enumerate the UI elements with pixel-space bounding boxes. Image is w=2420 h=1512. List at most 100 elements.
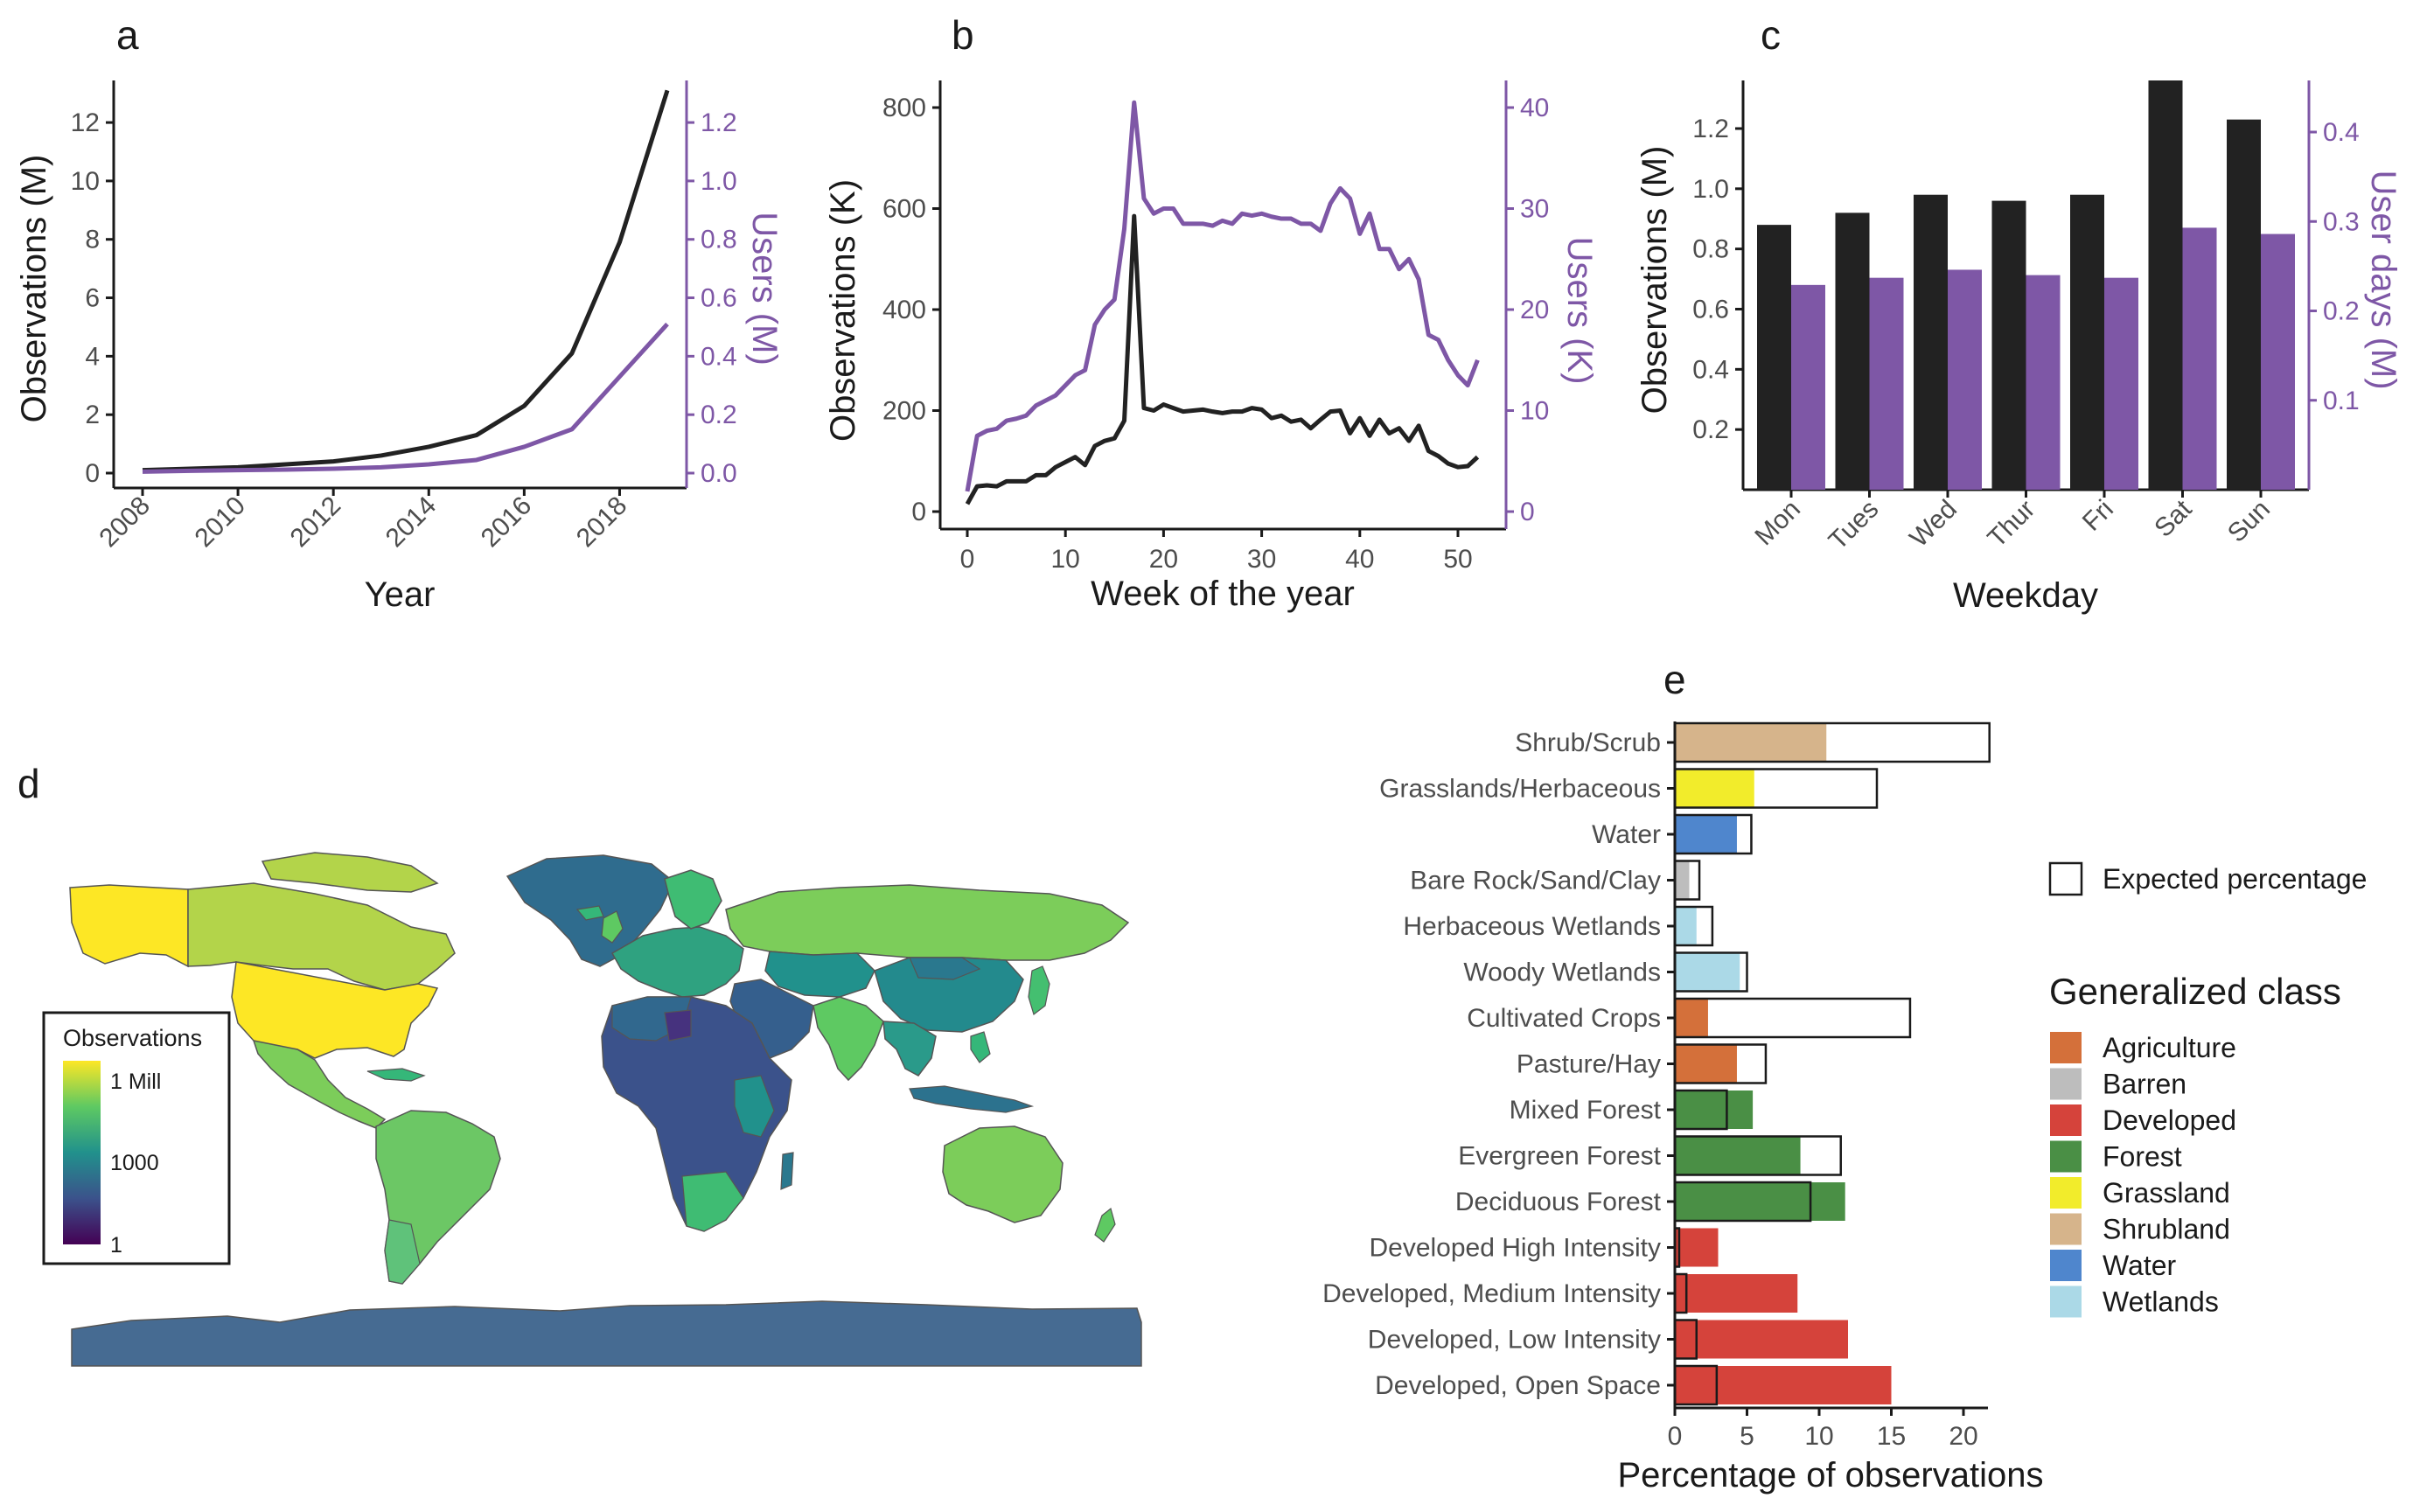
b-xtick-label: 20 [1149, 545, 1178, 574]
c-y2tick-label: 0.2 [2323, 297, 2360, 326]
panel-label-a: a [116, 12, 139, 58]
e-category-label: Herbaceous Wetlands [1403, 912, 1661, 941]
e-bar-observed [1675, 1182, 1845, 1221]
c-bar-observations [2070, 194, 2104, 490]
b-y2tick-label: 10 [1520, 397, 1549, 426]
e-category-label: Grasslands/Herbaceous [1379, 775, 1661, 804]
b-xtick-label: 10 [1051, 545, 1080, 574]
map-legend-colorbar [63, 1061, 101, 1244]
map-se-asia [882, 1021, 937, 1077]
b-xtick-label: 0 [960, 545, 975, 574]
e-x-ticks: 0 5 10 15 20 [1668, 1408, 1978, 1451]
a-ylabel: Observations (M) [15, 155, 53, 423]
e-legend-items: Agriculture Barren Developed Forest Grasslan… [2050, 1032, 2236, 1318]
e-bar-expected [1673, 997, 1912, 1039]
legend-item-label: Water [2103, 1250, 2177, 1281]
e-category-label: Mixed Forest [1510, 1096, 1662, 1125]
c-bar-observations [1914, 194, 1948, 490]
map-philippines [970, 1031, 991, 1063]
c-xtick-label: Mon [1749, 495, 1806, 552]
c-bar-userdays [1948, 269, 1982, 490]
legend-expected-label: Expected percentage [2103, 863, 2367, 895]
a-ytick-label: 4 [85, 342, 100, 371]
b-x-ticks: 0 10 20 30 40 50 [960, 529, 1473, 574]
a-xtick-label: 2018 [571, 491, 633, 554]
map-south-africa [681, 1171, 744, 1232]
map-usa [231, 961, 439, 1059]
map-caribbean [366, 1068, 426, 1082]
c-bar-userdays [1791, 284, 1825, 490]
b-y2tick-label: 0 [1520, 498, 1535, 526]
a-y2tick-label: 1.0 [701, 167, 737, 196]
a-ytick-label: 6 [85, 284, 100, 313]
c-bar-observations [2227, 119, 2261, 491]
e-category-labels: Shrub/Scrub Grasslands/Herbaceous Water Bar… [1322, 728, 1675, 1400]
map-madagascar [780, 1152, 794, 1190]
panel-a: 0 2 4 6 8 10 12 0.0 0.2 0.4 0.6 0.8 1.0 1.2 2008 2010… [15, 80, 784, 614]
b-right-ticks: 0 10 20 30 40 [1506, 94, 1549, 526]
e-bar-observed [1675, 952, 1740, 992]
c-xlabel: Weekday [1953, 576, 2098, 615]
map-legend-title: Observations [63, 1025, 202, 1051]
c-xtick-label: Sat [2149, 494, 2198, 543]
a-y2tick-label: 0.8 [701, 226, 737, 254]
map-australia [942, 1125, 1064, 1223]
c-bar-userdays [2261, 233, 2295, 490]
a-ytick-label: 0 [85, 459, 100, 488]
b-lines [965, 100, 1480, 505]
panel-label-d: d [17, 761, 40, 806]
e-category-label: Cultivated Crops [1467, 1004, 1661, 1033]
a-xtick-label: 2008 [94, 491, 156, 554]
e-category-label: Bare Rock/Sand/Clay [1410, 867, 1661, 895]
a-xtick-label: 2010 [190, 491, 252, 554]
legend-item-label: Forest [2103, 1141, 2182, 1173]
b-users-line [965, 100, 1480, 492]
c-xtick-label: Fri [2077, 495, 2119, 537]
a-y2tick-label: 0.0 [701, 459, 737, 488]
map-alaska [69, 884, 189, 968]
map-uk [601, 910, 624, 944]
a-y2tick-label: 0.2 [701, 401, 737, 429]
a-ytick-label: 10 [71, 167, 100, 196]
map-new-zealand [1094, 1207, 1116, 1243]
c-xtick-label: Tues [1824, 495, 1885, 556]
c-xtick-label: Sun [2222, 495, 2276, 548]
e-category-label: Water [1592, 820, 1661, 849]
c-ytick-label: 0.2 [1692, 415, 1729, 444]
legend-item-label: Developed [2103, 1104, 2236, 1136]
e-bar-observed [1675, 1320, 1848, 1359]
e-bar-observed [1675, 1366, 1892, 1404]
b-ytick-label: 200 [882, 397, 926, 426]
e-bar-observed [1675, 1136, 1801, 1175]
c-bar-userdays [2104, 277, 2138, 490]
e-xtick-label: 15 [1877, 1422, 1906, 1451]
b-observations-line [965, 213, 1480, 505]
a-ytick-label: 12 [71, 108, 100, 137]
e-bar-observed [1675, 1274, 1798, 1313]
a-lines [142, 89, 670, 474]
a-xtick-label: 2016 [476, 491, 538, 554]
c-bar-userdays [1869, 277, 1904, 490]
legend-expected-key [2048, 861, 2083, 896]
e-bar-observed [1675, 815, 1737, 854]
c-ylabel: Observations (M) [1635, 146, 1674, 415]
map-libya [664, 1009, 692, 1042]
map-scandinavia [664, 869, 722, 930]
a-xlabel: Year [365, 575, 436, 614]
b-xlabel: Week of the year [1091, 575, 1355, 613]
e-bars [1673, 721, 1991, 1406]
b-xtick-label: 40 [1345, 545, 1374, 574]
legend-item-label: Grassland [2103, 1177, 2230, 1209]
map-mongolia [909, 957, 981, 980]
e-category-label: Developed, Low Intensity [1368, 1326, 1661, 1355]
e-xtick-label: 10 [1804, 1422, 1833, 1451]
e-bar-observed [1675, 769, 1754, 808]
b-ytick-label: 400 [882, 296, 926, 324]
c-left-ticks: 0.2 0.4 0.6 0.8 1.0 1.2 [1692, 115, 1743, 444]
panel-c: 0.2 0.4 0.6 0.8 1.0 1.2 0.1 0.2 0.3 0.4 Mon Tues W… [1635, 80, 2403, 615]
c-bars [1757, 80, 2295, 491]
a-ytick-label: 2 [85, 401, 100, 429]
map-iceland [575, 905, 604, 921]
e-category-label: Woody Wetlands [1463, 958, 1661, 987]
c-xtick-label: Thur [1982, 495, 2040, 554]
